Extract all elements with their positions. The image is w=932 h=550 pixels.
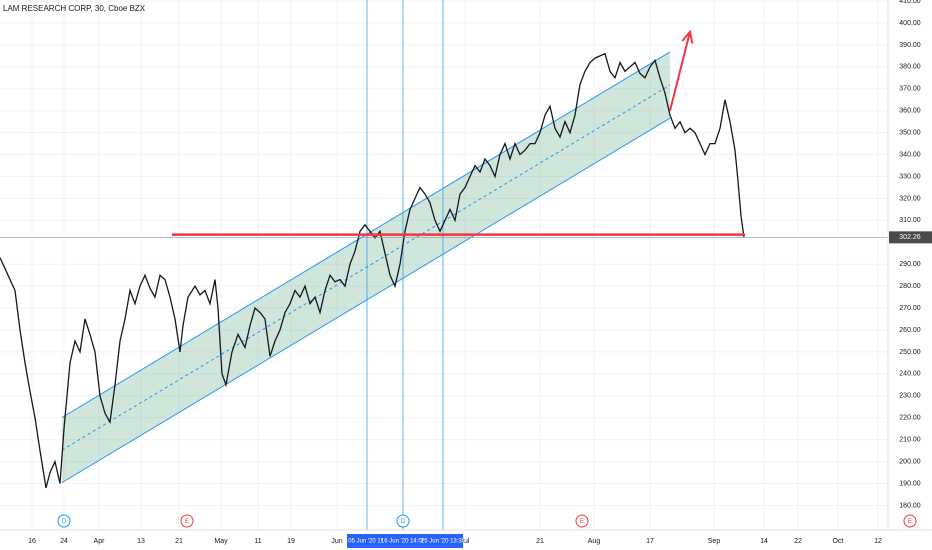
y-tick-label: 200.00 [899, 458, 921, 465]
plot [0, 0, 888, 530]
x-tick-label: 19 [287, 538, 295, 545]
x-tick-label: 22 [794, 538, 802, 545]
axes: 180.00 190.00 200.00 210.00 220.00 230.00 240.… [28, 0, 932, 548]
x-tick-label: Jul [461, 538, 470, 545]
event-label: E [185, 519, 189, 525]
y-tick-label: 220.00 [899, 415, 921, 422]
x-tick-label: Apr [94, 538, 106, 545]
x-tick-label: 21 [175, 538, 183, 545]
event-marker [57, 514, 71, 528]
last-price-label: 302.26 [899, 234, 921, 241]
arrow-head [681, 29, 694, 44]
event-label: E [580, 519, 584, 525]
date-label: 16 Jun '20 14:00 [381, 539, 426, 545]
x-tick-label: 14 [760, 538, 768, 545]
y-tick-label: 390.00 [899, 42, 921, 49]
event-label: D [401, 519, 406, 525]
y-tick-label: 400.00 [899, 20, 921, 27]
x-tick-label: 16 [28, 538, 36, 545]
y-tick-label: 210.00 [899, 436, 921, 443]
x-tick-label: 24 [60, 538, 68, 545]
y-tick-label: 360.00 [899, 108, 921, 115]
chart-title: LAM RESEARCH CORP, 30, Cboe BZX [3, 4, 146, 13]
x-tick-label: Aug [588, 538, 601, 545]
y-tick-label: 230.00 [899, 393, 921, 400]
date-label-box [423, 534, 463, 548]
y-tick-label: 260.00 [899, 327, 921, 334]
event-label: D [62, 519, 67, 525]
y-tick-label: 380.00 [899, 64, 921, 71]
x-tick-label: 13 [137, 538, 145, 545]
x-tick-label: 17 [646, 538, 654, 545]
x-tick-label: Jun [331, 538, 342, 545]
channel-lower [61, 117, 671, 484]
y-tick-label: 340.00 [899, 151, 921, 158]
x-tick-label: 21 [536, 538, 544, 545]
x-tick-label: Sep [708, 538, 721, 545]
y-tick-label: 190.00 [899, 480, 921, 487]
y-tick-label: 270.00 [899, 305, 921, 312]
event-marker [180, 514, 194, 528]
y-tick-label: 310.00 [899, 217, 921, 224]
x-tick-label: May [214, 538, 228, 545]
event-label: E [908, 519, 912, 525]
date-label-box [347, 534, 387, 548]
event-marker [575, 514, 589, 528]
y-tick-label: 250.00 [899, 349, 921, 356]
y-tick-label: 410.00 [899, 0, 921, 5]
y-tick-label: 330.00 [899, 173, 921, 180]
y-tick-label: 370.00 [899, 86, 921, 93]
y-tick-label: 320.00 [899, 195, 921, 202]
arrow [669, 31, 691, 111]
date-label: 05 Jun '20 19: [348, 539, 386, 545]
x-tick-label: 11 [254, 538, 261, 545]
y-tick-label: 240.00 [899, 371, 921, 378]
date-label: 25 Jun '20 13:30 [421, 539, 466, 545]
y-tick-label: 350.00 [899, 130, 921, 137]
channel-mid [61, 84, 671, 451]
x-tick-label: Oct [833, 538, 844, 545]
event-marker [903, 514, 917, 528]
date-label-box [383, 534, 423, 548]
x-tick-label: 12 [874, 538, 882, 545]
y-tick-label: 290.00 [899, 261, 921, 268]
last-price-box [889, 231, 932, 244]
event-marker [396, 514, 410, 528]
y-tick-label: 180.00 [899, 502, 921, 509]
y-tick-label: 280.00 [899, 283, 921, 290]
